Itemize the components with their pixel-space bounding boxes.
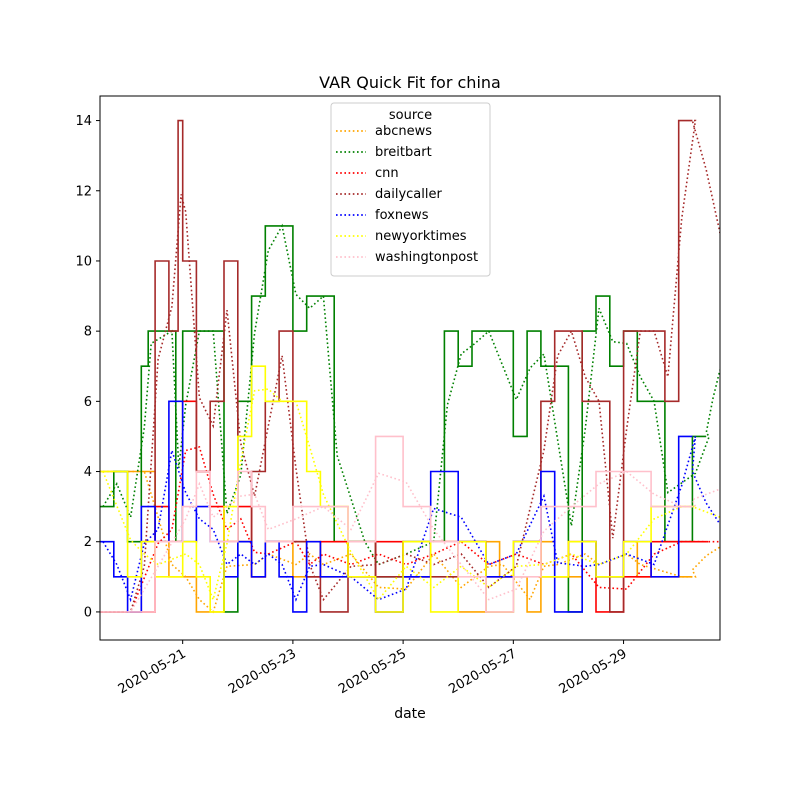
legend-label-breitbart: breitbart — [375, 145, 432, 160]
y-axis: 0 2 4 6 8 10 12 14 — [75, 114, 100, 620]
series-fitted-dailycaller — [103, 119, 720, 613]
y-tick-label: 10 — [75, 254, 92, 269]
y-tick-label: 6 — [84, 395, 92, 410]
x-axis-title: date — [394, 706, 426, 722]
legend-label-cnn: cnn — [375, 166, 399, 181]
series-fitted-washingtonpost — [103, 470, 720, 613]
legend-label-foxnews: foxnews — [375, 208, 429, 223]
legend-label-washingtonpost: washingtonpost — [375, 250, 478, 265]
y-tick-label: 8 — [84, 325, 92, 340]
legend-frame — [330, 102, 491, 277]
plot-area-frame — [99, 95, 721, 641]
chart-title: VAR Quick Fit for china — [319, 73, 501, 92]
plot-series-layer — [100, 119, 720, 614]
legend-label-abcnews: abcnews — [375, 124, 432, 139]
series-line-washingtonpost — [100, 435, 693, 613]
legend-title: source — [389, 108, 432, 123]
series-fitted-cnn — [103, 446, 720, 613]
y-tick-label: 0 — [84, 605, 92, 620]
series-line-dailycaller — [100, 119, 693, 613]
series-fitted-breitbart — [102, 223, 720, 566]
legend-label-dailycaller: dailycaller — [375, 187, 442, 202]
y-tick-label: 4 — [84, 465, 92, 480]
legend-label-newyorktimes: newyorktimes — [375, 229, 467, 244]
series-line-foxnews — [100, 400, 693, 613]
y-tick-label: 2 — [84, 535, 92, 550]
y-tick-label: 12 — [75, 184, 92, 199]
y-tick-label: 14 — [75, 114, 92, 129]
